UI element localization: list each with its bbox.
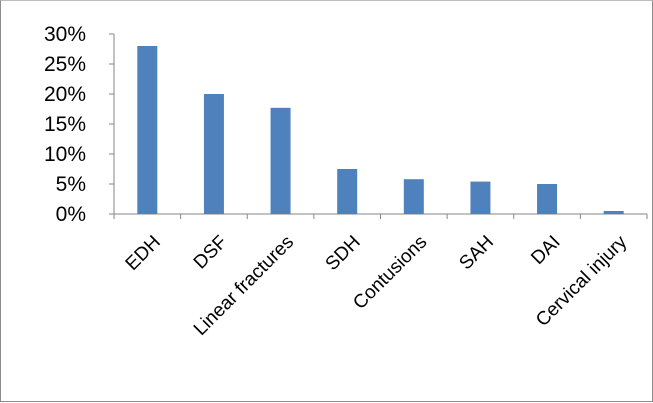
bar xyxy=(270,107,291,214)
y-tick-label: 5% xyxy=(56,173,86,196)
bar xyxy=(603,211,624,214)
bar xyxy=(470,181,491,214)
y-tick-label: 0% xyxy=(56,203,86,226)
y-tick-label: 25% xyxy=(44,53,86,76)
category-label: SAH xyxy=(455,232,497,274)
bar xyxy=(137,46,158,214)
y-tick-label: 30% xyxy=(44,23,86,46)
bar xyxy=(337,169,358,214)
y-tick-label: 20% xyxy=(44,83,86,106)
bar xyxy=(537,184,558,214)
bar xyxy=(403,179,424,214)
category-label: EDH xyxy=(122,232,165,275)
category-label: SDH xyxy=(322,232,365,275)
y-tick-label: 10% xyxy=(44,143,86,166)
category-label: DAI xyxy=(527,232,564,269)
category-label: DSF xyxy=(190,232,232,274)
bar xyxy=(203,94,224,214)
y-tick-label: 15% xyxy=(44,113,86,136)
